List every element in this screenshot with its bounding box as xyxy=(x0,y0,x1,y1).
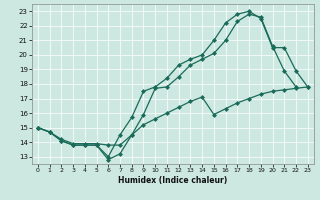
X-axis label: Humidex (Indice chaleur): Humidex (Indice chaleur) xyxy=(118,176,228,185)
